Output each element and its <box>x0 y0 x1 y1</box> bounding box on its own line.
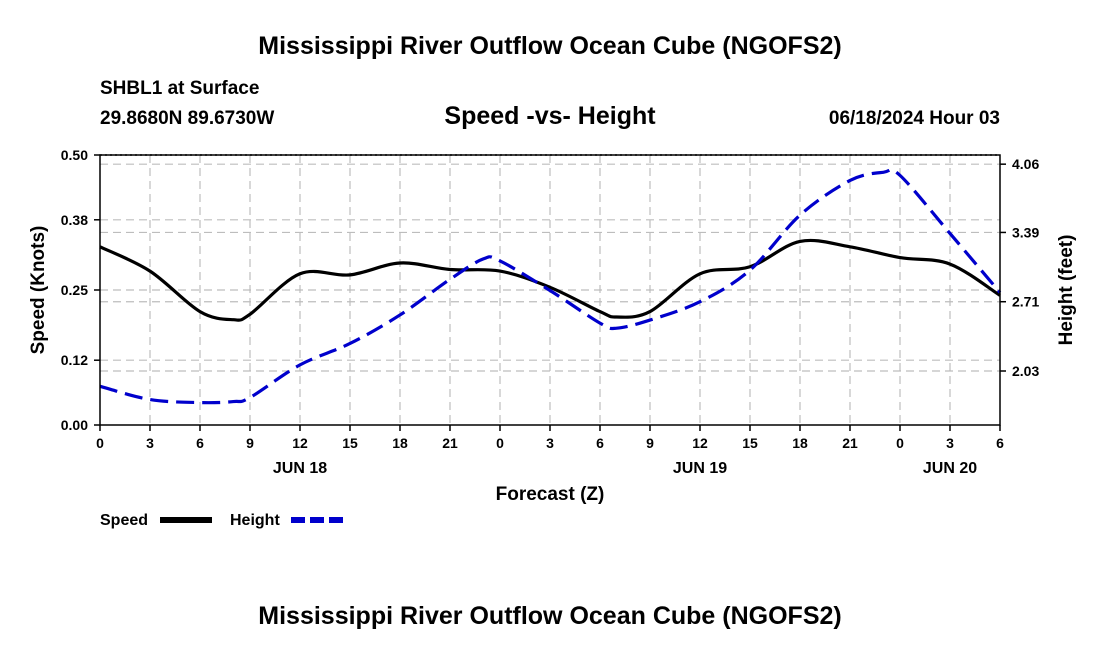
y-tick-label: 0.38 <box>61 212 88 228</box>
x-tick-label: 3 <box>946 435 954 451</box>
x-tick-label: 3 <box>146 435 154 451</box>
x-tick-label: 12 <box>292 435 308 451</box>
y2-tick-label: 4.06 <box>1012 156 1039 172</box>
x-tick-label: 18 <box>792 435 808 451</box>
date-label: JUN 18 <box>273 460 327 477</box>
x-tick-label: 0 <box>896 435 904 451</box>
series-layer <box>99 168 1002 405</box>
x-tick-label: 6 <box>996 435 1004 451</box>
y-tick-label: 0.12 <box>61 352 88 368</box>
y-tick-label: 0.25 <box>61 282 88 298</box>
y2-tick-label: 3.39 <box>1012 224 1039 240</box>
x-tick-label: 6 <box>196 435 204 451</box>
footer-title: Mississippi River Outflow Ocean Cube (NG… <box>258 602 841 630</box>
x-tick-label: 0 <box>496 435 504 451</box>
y2-axis-title: Height (feet) <box>1056 235 1077 346</box>
x-tick-label: 9 <box>646 435 654 451</box>
x-tick-label: 15 <box>742 435 758 451</box>
station-label: SHBL1 at Surface <box>100 78 259 99</box>
date-label: JUN 19 <box>673 460 727 477</box>
legend-height-label: Height <box>230 512 280 529</box>
ticks: 0 3 6 9 12 15 18 21 0 3 6 9 12 15 18 21 0 3 6 0.00 0.12 0.25 0… <box>61 147 1040 477</box>
x-tick-label: 18 <box>392 435 408 451</box>
x-tick-label: 0 <box>96 435 104 451</box>
y-axis-title: Speed (Knots) <box>28 226 49 355</box>
series-height-line <box>99 168 1002 405</box>
x-axis-title: Forecast (Z) <box>496 484 605 505</box>
x-tick-label: 9 <box>246 435 254 451</box>
y2-tick-label: 2.03 <box>1012 363 1039 379</box>
datetime-label: 06/18/2024 Hour 03 <box>829 108 1000 129</box>
date-label: JUN 20 <box>923 460 977 477</box>
x-tick-label: 15 <box>342 435 358 451</box>
y-tick-label: 0.00 <box>61 417 88 433</box>
location-label: 29.8680N 89.6730W <box>100 108 274 129</box>
x-tick-label: 6 <box>596 435 604 451</box>
series-speed-line <box>99 238 1001 322</box>
x-tick-label: 12 <box>692 435 708 451</box>
page-title: Mississippi River Outflow Ocean Cube (NG… <box>258 32 841 60</box>
chart-title: Speed -vs- Height <box>444 102 656 130</box>
x-tick-label: 3 <box>546 435 554 451</box>
x-tick-label: 21 <box>442 435 458 451</box>
x-tick-label: 21 <box>842 435 858 451</box>
legend-speed-label: Speed <box>100 512 148 529</box>
y-tick-label: 0.50 <box>61 147 88 163</box>
y2-tick-label: 2.71 <box>1012 294 1039 310</box>
